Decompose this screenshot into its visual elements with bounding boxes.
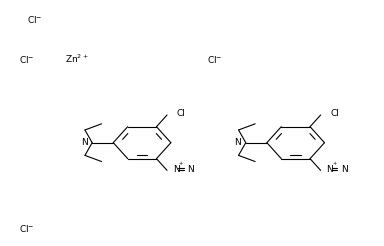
Text: N: N (341, 165, 348, 174)
Text: $^+$: $^+$ (177, 161, 184, 168)
Text: N: N (81, 138, 88, 147)
Text: Zn$^{2+}$: Zn$^{2+}$ (65, 53, 89, 65)
Text: N: N (326, 165, 333, 174)
Text: Cl: Cl (330, 109, 339, 118)
Text: Cl$^{-}$: Cl$^{-}$ (19, 54, 35, 64)
Text: N: N (234, 138, 241, 147)
Text: $^+$: $^+$ (331, 161, 337, 168)
Text: N: N (187, 165, 194, 174)
Text: N: N (173, 165, 180, 174)
Text: Cl$^{-}$: Cl$^{-}$ (27, 14, 42, 25)
Text: Cl$^{-}$: Cl$^{-}$ (19, 223, 35, 234)
Text: Cl$^{-}$: Cl$^{-}$ (207, 54, 223, 64)
Text: Cl: Cl (177, 109, 185, 118)
